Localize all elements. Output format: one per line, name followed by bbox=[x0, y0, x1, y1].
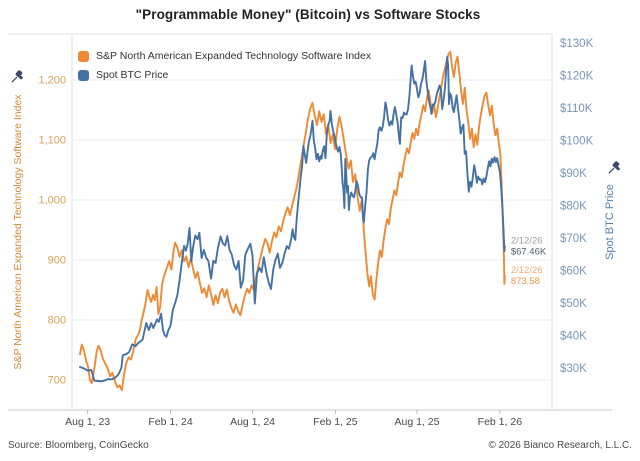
right-axis-tick-label: $50K bbox=[560, 298, 587, 310]
x-axis-tick-label: Feb 1, 25 bbox=[313, 416, 358, 428]
left-axis-tick-label: 900 bbox=[48, 255, 66, 267]
annotation-value-btc: $67.46K bbox=[511, 246, 547, 257]
x-axis-tick-label: Feb 1, 24 bbox=[148, 416, 193, 428]
right-axis-tick-label: $110K bbox=[560, 103, 593, 115]
right-axis-tick-label: $70K bbox=[560, 233, 587, 245]
left-axis-tick-label: 1,100 bbox=[38, 135, 66, 147]
left-axis-title: S&P North American Expanded Technology S… bbox=[12, 94, 24, 370]
x-axis-tick-label: Aug 1, 25 bbox=[394, 416, 439, 428]
pushpin-icon-right-axis bbox=[608, 161, 620, 174]
series-line-btc bbox=[79, 56, 506, 383]
legend: S&P North American Expanded Technology S… bbox=[78, 50, 371, 88]
x-axis-tick-label: Aug 1, 23 bbox=[65, 416, 110, 428]
legend-swatch-blue bbox=[78, 69, 89, 81]
legend-label-btc: Spot BTC Price bbox=[96, 69, 169, 81]
right-axis-title: Spot BTC Price bbox=[604, 184, 616, 260]
annotation-date-software-index: 2/12/26 bbox=[511, 265, 543, 276]
chart-title: "Programmable Money" (Bitcoin) vs Softwa… bbox=[135, 7, 481, 22]
right-axis-tick-label: $120K bbox=[560, 71, 594, 83]
legend-swatch-orange bbox=[78, 50, 89, 62]
legend-label-software-index: S&P North American Expanded Technology S… bbox=[96, 50, 372, 62]
right-axis-tick-label: $90K bbox=[560, 168, 587, 180]
x-axis-tick-label: Aug 1, 24 bbox=[230, 416, 275, 428]
pushpin-icon-left-axis bbox=[11, 70, 23, 83]
right-axis-tick-label: $130K bbox=[560, 38, 594, 50]
footer-copyright: © 2026 Bianco Research, L.L.C. bbox=[488, 440, 632, 451]
left-axis-tick-label: 800 bbox=[48, 315, 66, 327]
footer-source: Source: Bloomberg, CoinGecko bbox=[8, 440, 149, 451]
left-axis-tick-label: 700 bbox=[48, 375, 66, 387]
right-axis-tick-label: $80K bbox=[560, 201, 587, 213]
x-axis-tick-label: Feb 1, 26 bbox=[478, 416, 523, 428]
right-axis-tick-label: $40K bbox=[560, 331, 587, 343]
right-axis-tick-label: $60K bbox=[560, 266, 587, 278]
left-axis-tick-label: 1,000 bbox=[38, 195, 66, 207]
legend-item-btc[interactable]: Spot BTC Price bbox=[78, 69, 371, 81]
right-axis-tick-label: $30K bbox=[560, 363, 587, 375]
annotation-value-software-index: 873.58 bbox=[511, 276, 540, 287]
legend-item-software-index[interactable]: S&P North American Expanded Technology S… bbox=[78, 50, 371, 62]
annotation-date-btc: 2/12/26 bbox=[511, 235, 543, 246]
left-axis-tick-label: 1,200 bbox=[38, 75, 66, 87]
right-axis-tick-label: $100K bbox=[560, 136, 594, 148]
